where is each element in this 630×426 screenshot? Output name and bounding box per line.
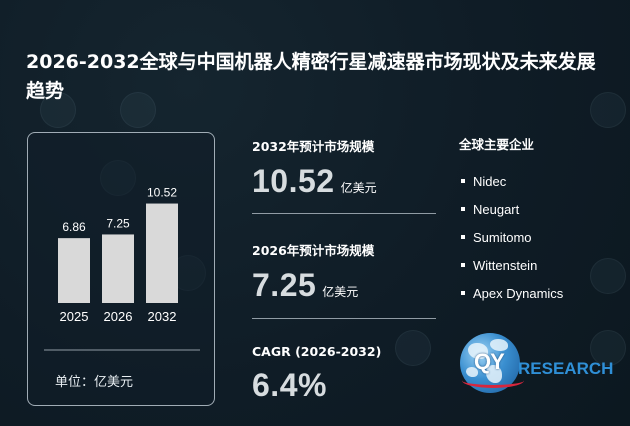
- company-item: Sumitomo: [459, 223, 619, 251]
- watermark-icon: [40, 92, 76, 128]
- company-name: Wittenstein: [473, 257, 538, 273]
- x-tick-label: 2026: [104, 309, 133, 324]
- divider: [252, 213, 436, 214]
- watermark-icon: [395, 330, 431, 366]
- watermark-icon: [590, 92, 626, 128]
- bullet-icon: [461, 235, 465, 239]
- page-title: 2026-2032全球与中国机器人精密行星减速器市场现状及未来发展趋势: [26, 51, 596, 102]
- bullet-icon: [461, 207, 465, 211]
- divider: [252, 318, 436, 319]
- stat-value-row: 6.4%: [252, 367, 438, 404]
- company-name: Sumitomo: [473, 229, 532, 245]
- logo-text-word: RESEARCH: [518, 359, 614, 378]
- company-name: Nidec: [473, 173, 507, 189]
- bar-2026: [102, 234, 134, 303]
- logo-text-q: QY: [474, 349, 505, 374]
- company-item: Neugart: [459, 195, 619, 223]
- stat-label: 2032年预计市场规模: [252, 139, 375, 154]
- stat-value: 10.52: [252, 163, 335, 199]
- watermark-icon: [590, 258, 626, 294]
- x-tick-label: 2025: [60, 309, 89, 324]
- companies-list: 全球主要企业 Nidec Neugart Sumitomo Wittenstei…: [459, 134, 619, 307]
- bar-2032: [146, 203, 178, 303]
- bar-chart: 6.86 2025 7.25 2026 10.52 2032: [44, 186, 200, 351]
- company-name: Neugart: [473, 201, 520, 217]
- watermark-icon: [120, 92, 156, 128]
- stat-unit: 亿美元: [340, 181, 377, 195]
- company-item: Nidec: [459, 167, 619, 195]
- company-name: Apex Dynamics: [473, 285, 564, 301]
- watermark-icon: [590, 330, 626, 366]
- x-tick-label: 2032: [148, 309, 177, 324]
- bar-value-label: 6.86: [62, 220, 86, 234]
- stat-2026-market-size: 2026年预计市场规模 7.25 亿美元: [252, 240, 438, 304]
- bullet-icon: [461, 263, 465, 267]
- companies-title: 全球主要企业: [459, 137, 535, 152]
- stat-value: 7.25: [252, 267, 317, 303]
- stat-unit: 亿美元: [322, 285, 359, 299]
- bar-chart-card: 6.86 2025 7.25 2026 10.52 2032 单位：亿美元: [27, 132, 215, 406]
- stat-2032-market-size: 2032年预计市场规模 10.52 亿美元: [252, 136, 438, 200]
- bullet-icon: [461, 179, 465, 183]
- stat-label: CAGR (2026-2032): [252, 344, 382, 359]
- bar-2025: [58, 238, 90, 303]
- qyresearch-logo: QY RESEARCH: [460, 333, 620, 395]
- stat-value: 6.4%: [252, 367, 327, 403]
- company-item: Wittenstein: [459, 251, 619, 279]
- unit-label: 单位：亿美元: [55, 375, 134, 390]
- stat-value-row: 7.25 亿美元: [252, 267, 438, 304]
- stat-cagr: CAGR (2026-2032) 6.4%: [252, 344, 438, 404]
- stat-value-row: 10.52 亿美元: [252, 163, 438, 200]
- bar-value-label: 10.52: [147, 186, 177, 200]
- stat-label: 2026年预计市场规模: [252, 243, 375, 258]
- bar-value-label: 7.25: [106, 216, 130, 230]
- company-item: Apex Dynamics: [459, 279, 619, 307]
- logo-swoosh-icon: [462, 373, 524, 388]
- bullet-icon: [461, 291, 465, 295]
